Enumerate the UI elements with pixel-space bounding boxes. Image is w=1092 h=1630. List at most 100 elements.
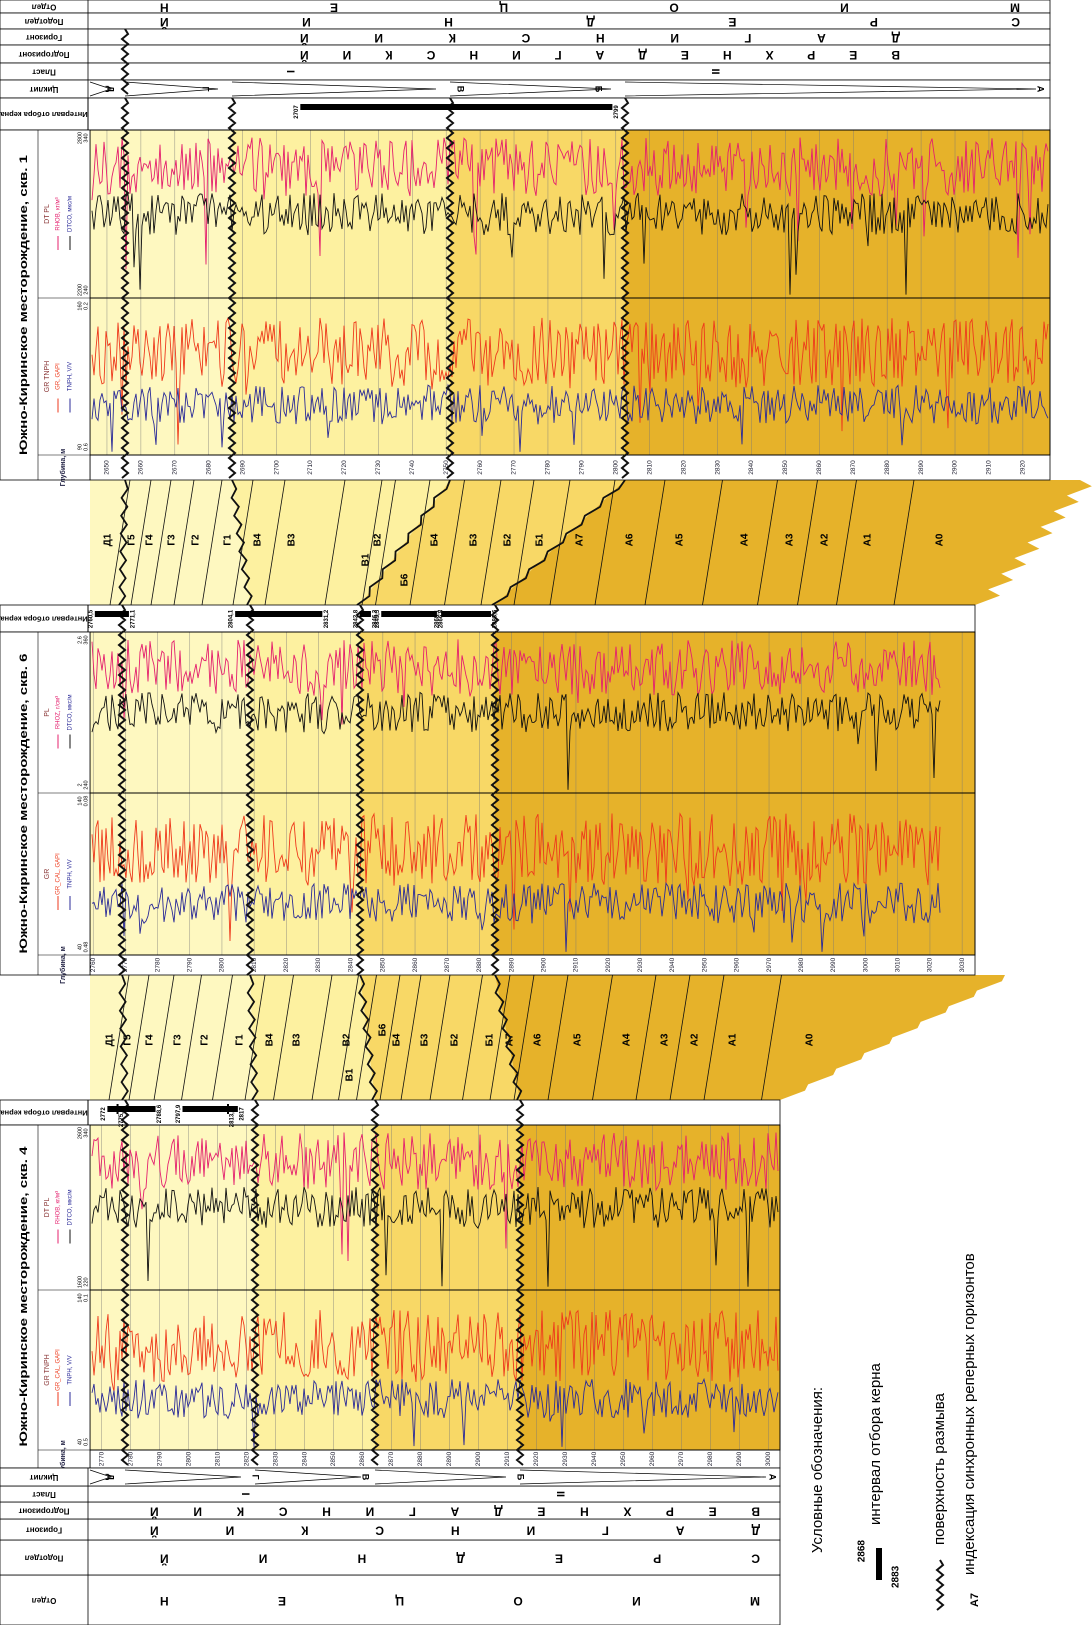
depth-tick-label: 2890 <box>918 460 925 475</box>
erosion-surface <box>117 604 127 976</box>
cyclite-label: А <box>1036 86 1046 93</box>
depth-tick-label: 2850 <box>782 460 789 475</box>
depth-tick-label: 2660 <box>138 460 145 475</box>
depth-tick-label: 2820 <box>283 957 290 972</box>
horizon-index: Г1 <box>223 534 234 546</box>
correlation-line <box>462 974 483 1101</box>
header-label: Подотдел <box>25 17 64 26</box>
erosion-surface <box>445 97 455 479</box>
depth-tick-label: 2920 <box>533 1451 540 1466</box>
curve-name: RHOB, кг/м³ <box>56 197 62 230</box>
cyclite-label: В <box>361 1474 371 1481</box>
core-label: 2842,8 <box>353 609 359 628</box>
horizon-index: Г1 <box>235 1034 246 1046</box>
well-title: Южно-Киринское месторождение, скв. 1 <box>18 155 30 455</box>
log-curve <box>91 1377 779 1447</box>
header-label: Подгоризонт <box>18 1506 69 1515</box>
cyclite-label: Г <box>251 1474 261 1479</box>
scale-label: 2 <box>77 783 83 786</box>
horizon-index: Г3 <box>173 1034 184 1046</box>
core-label: 2813,6 <box>230 1108 236 1127</box>
scale-label: 220 <box>83 1277 89 1286</box>
correlation-line <box>128 974 150 1101</box>
legend-core-bar <box>876 1548 882 1580</box>
correlation-line <box>757 479 778 606</box>
track-name: DT PL <box>44 1198 51 1218</box>
core-row <box>0 1099 781 1126</box>
depth-tick-label: 2760 <box>90 957 97 972</box>
erosion-surface <box>620 97 630 479</box>
correlation-zone <box>90 480 125 605</box>
depth-tick-label: 2790 <box>579 460 586 475</box>
correlation-line <box>549 479 571 606</box>
depth-tick-label: 2800 <box>219 957 226 972</box>
horizon-index: А2 <box>690 1033 701 1046</box>
scale-label: 0.2 <box>83 302 89 310</box>
core-label: 2849,5 <box>375 609 381 628</box>
horizon-index: Г4 <box>145 534 156 546</box>
depth-tick-label: 2790 <box>186 957 193 972</box>
log-curve <box>91 639 941 725</box>
scale-label: 2.6 <box>77 636 83 644</box>
depth-tick-label: 2870 <box>444 957 451 972</box>
correlation-line <box>893 479 915 606</box>
cyclite-wedge <box>519 1469 767 1485</box>
scale-label: 240 <box>83 285 89 294</box>
depth-header: Глубина, м <box>59 946 67 984</box>
horizon-index: Г5 <box>127 534 138 546</box>
correlation-line <box>703 974 725 1101</box>
depth-tick-label: 2840 <box>748 460 755 475</box>
erosion-surface <box>355 604 365 976</box>
horizon-index: А1 <box>863 533 874 546</box>
depth-tick-label: 2950 <box>701 957 708 972</box>
erosion-surface <box>356 479 451 606</box>
depth-tick-label: 2780 <box>545 460 552 475</box>
horizon-index: А3 <box>785 533 796 546</box>
depth-tick-label: 2800 <box>613 460 620 475</box>
depth-tick-label: 2990 <box>830 957 837 972</box>
depth-tick-label: 2860 <box>412 957 419 972</box>
header-label: Горизонт <box>26 1525 62 1534</box>
correlation-zone <box>495 975 1005 1100</box>
depth-tick-label: 2780 <box>154 957 161 972</box>
depth-tick-label: 2980 <box>707 1451 714 1466</box>
log-curve <box>91 812 941 942</box>
correlation-line <box>212 974 233 1101</box>
correlation-line <box>592 974 613 1101</box>
depth-tick-label: 2670 <box>172 460 179 475</box>
depth-tick-label: 2690 <box>239 460 246 475</box>
depth-tick-label: 2880 <box>417 1451 424 1466</box>
horizon-index: Г2 <box>191 534 202 546</box>
header-label: Пласт <box>32 1490 56 1499</box>
horizon-index: А6 <box>625 533 636 546</box>
scale-label: 40 <box>77 1439 83 1445</box>
depth-tick-label: 2740 <box>409 460 416 475</box>
depth-tick-label: 2650 <box>104 460 111 475</box>
horizon-index: В3 <box>292 1033 303 1046</box>
erosion-surface <box>120 28 130 95</box>
depth-header: Глубина, м <box>59 449 67 487</box>
legend-core-text: интервал отбора керна <box>867 1363 884 1525</box>
depth-row <box>90 455 1050 480</box>
horizon-index: В2 <box>373 533 384 546</box>
depth-tick-label: 2970 <box>678 1451 685 1466</box>
depth-tick-label: 2840 <box>301 1451 308 1466</box>
log-curve <box>91 691 941 790</box>
core-label: 2866,8 <box>438 609 444 628</box>
header-row <box>0 1467 781 1487</box>
depth-tick-label: 2770 <box>511 460 518 475</box>
horizon-index: Г4 <box>145 1034 156 1046</box>
correlation-zone <box>122 480 250 605</box>
scale-label: 2600 <box>77 1127 83 1139</box>
correlation-line <box>273 974 294 1101</box>
well-title: Южно-Киринское месторождение, скв. 4 <box>18 1145 30 1446</box>
erosion-surface <box>491 479 626 606</box>
depth-tick-label: 3000 <box>862 957 869 972</box>
core-label: 2760,5 <box>88 609 94 628</box>
depth-tick-label: 2810 <box>646 460 653 475</box>
horizon-index: А5 <box>675 533 686 546</box>
depth-row <box>90 1450 780 1468</box>
horizon-index: Б1 <box>485 1033 496 1046</box>
horizon-index: А4 <box>740 533 751 546</box>
core-bar <box>359 611 371 617</box>
